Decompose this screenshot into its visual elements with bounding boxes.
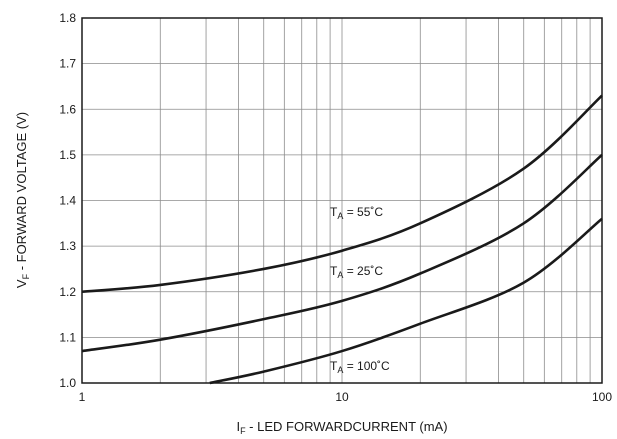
series-label: TA = 100˚C [330, 359, 390, 375]
y-tick-label: 1.8 [59, 11, 76, 25]
series-line [81, 94, 603, 294]
series-lines [81, 94, 603, 385]
series-label: TA = 55˚C [330, 205, 383, 221]
y-grid [82, 63, 602, 338]
x-tick-label: 100 [592, 390, 612, 404]
y-tick-label: 1.1 [59, 330, 76, 344]
x-tick-labels: 1 10 100 [79, 390, 613, 404]
y-tick-label: 1.7 [59, 57, 76, 71]
series-label: TA = 25˚C [330, 264, 383, 280]
y-tick-label: 1.0 [59, 376, 76, 390]
y-tick-label: 1.6 [59, 102, 76, 116]
y-tick-label: 1.3 [59, 239, 76, 253]
y-tick-labels: 1.0 1.1 1.2 1.3 1.4 1.5 1.6 1.7 1.8 [59, 11, 76, 390]
x-tick-label: 10 [335, 390, 349, 404]
y-tick-label: 1.2 [59, 285, 76, 299]
series-line [209, 217, 603, 385]
x-axis-label: IF - LED FORWARDCURRENT (mA) [236, 419, 447, 436]
x-tick-label: 1 [79, 390, 86, 404]
y-tick-label: 1.4 [59, 194, 76, 208]
series-line [81, 153, 603, 353]
plot-frame [81, 17, 603, 384]
series-labels: TA = 55˚C TA = 25˚C TA = 100˚C [330, 205, 390, 375]
y-tick-label: 1.5 [59, 148, 76, 162]
y-axis-label: VF - FORWARD VOLTAGE (V) [14, 112, 31, 288]
